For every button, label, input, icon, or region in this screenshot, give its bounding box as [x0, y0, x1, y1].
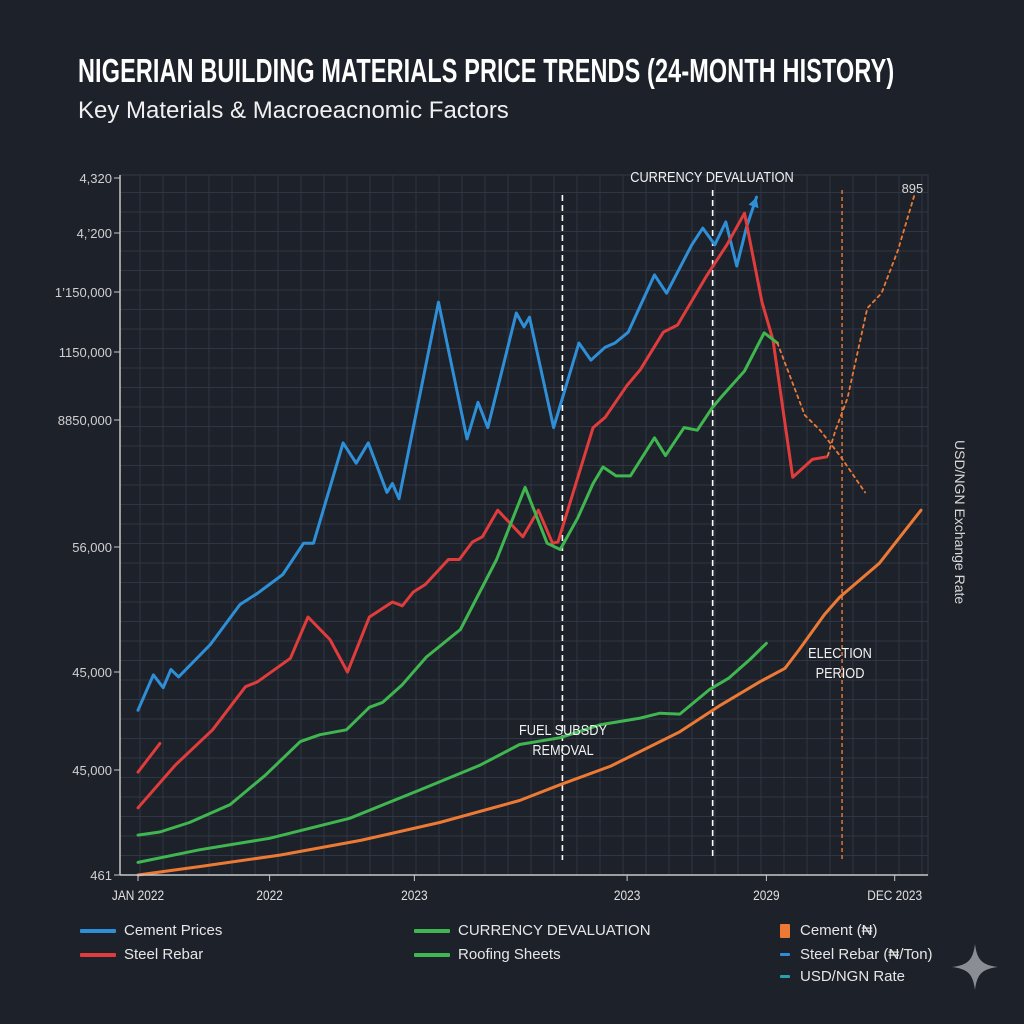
right-axis-label: USD/NGN Exchange Rate: [952, 440, 968, 604]
annotation-label: FUEL SUBSDY: [519, 721, 607, 738]
legend-swatch: [80, 952, 116, 957]
x-tick-label: 2023: [614, 887, 640, 903]
legend-label: Cement Prices: [124, 922, 223, 939]
annotation-label: REMOVAL: [532, 741, 594, 758]
y-tick-label: 56,000: [72, 540, 112, 555]
legend-swatch: [780, 923, 790, 938]
legend-label: Cement (₦): [800, 922, 878, 939]
legend-item-usd-ngn-rate[interactable]: USD/NGN Rate: [780, 968, 905, 985]
x-tick-label: 2029: [753, 887, 779, 903]
legend-label: Steel Rebar: [124, 946, 204, 963]
series-lines: [136, 194, 923, 877]
x-tick-label: 2023: [401, 887, 427, 903]
legend-item-cement-prices[interactable]: Cement Prices: [80, 922, 222, 939]
axes: [114, 175, 928, 881]
series-end-label: 895: [902, 181, 924, 196]
y-tick-label: 45,000: [72, 665, 112, 680]
chart-subtitle: Key Materials & Macroeacnomic Factors: [78, 97, 509, 124]
y-tick-label: 4,’200: [77, 226, 112, 241]
legend-item-roofing-sheets[interactable]: Roofing Sheets: [414, 946, 561, 963]
y-tick-label: 4,320: [79, 171, 112, 186]
legend-item-steel-rebar-ton[interactable]: Steel Rebar (₦/Ton): [780, 946, 933, 963]
legend-swatch: [780, 953, 790, 956]
chart-title: NIGERIAN BUILDING MATERIALS PRICE TRENDS…: [78, 52, 895, 89]
legend-item-currency-devaluation[interactable]: CURRENCY DEVALUATION: [414, 922, 651, 939]
legend-swatch: [414, 952, 450, 957]
legend-label: Steel Rebar (₦/Ton): [800, 946, 933, 963]
legend-label: CURRENCY DEVALUATION: [458, 922, 651, 939]
series-line-series-segment: [136, 742, 162, 774]
grid: [119, 174, 929, 876]
annotation-label: ELECTION: [808, 644, 872, 661]
legend-item-cement-naira[interactable]: Cement (₦): [780, 922, 878, 939]
x-tick-label: 2022: [256, 887, 282, 903]
x-tick-label: JAN 2022: [112, 887, 164, 903]
y-tick-label: 45,000: [72, 763, 112, 778]
y-tick-label: 1’150,000: [55, 285, 112, 300]
y-tick-label: 1150,000: [59, 345, 112, 360]
legend-label: Roofing Sheets: [458, 946, 561, 963]
arrowhead-icon: [748, 197, 759, 209]
series-line-currency-devaluation: [136, 331, 779, 837]
tick-labels: 461 45,000 45,000 56,000 8850,000 1150,000 1’1…: [55, 168, 923, 903]
legend-label: USD/NGN Rate: [800, 968, 906, 985]
y-tick-label: 461: [90, 868, 112, 883]
annotation-label: CURRENCY DEVALUATION: [630, 168, 793, 185]
legend-item-steel-rebar[interactable]: Steel Rebar: [80, 946, 203, 963]
legend-swatch: [414, 928, 450, 933]
x-tick-label: DEC 2023: [867, 887, 922, 903]
annotation-label: PERIOD: [816, 664, 865, 681]
series-line-usd-ngn-rate: [826, 194, 916, 457]
legend-swatch: [80, 928, 116, 933]
y-tick-label: 8850,000: [58, 413, 112, 428]
legend-swatch: [780, 975, 790, 978]
series-line-roofing-sheets: [136, 641, 768, 864]
sparkle-icon: [952, 944, 998, 990]
